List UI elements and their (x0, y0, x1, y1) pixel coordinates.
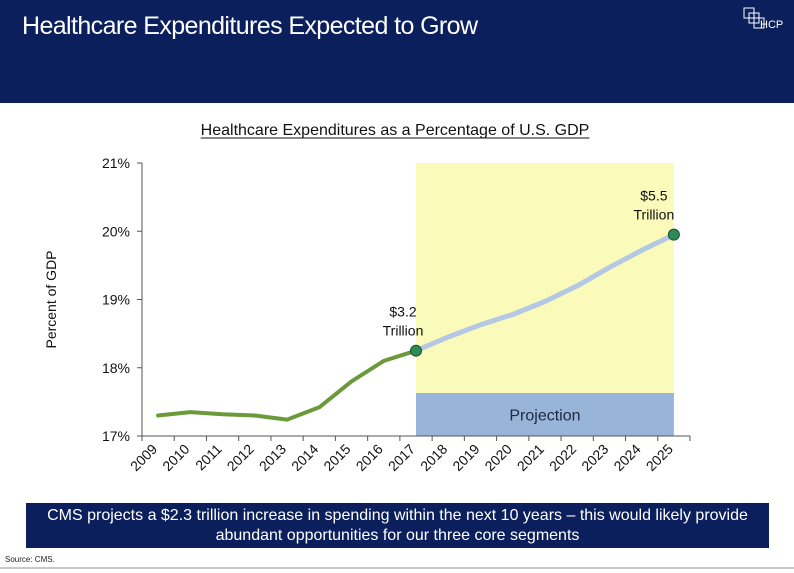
projection-label-box (416, 393, 674, 436)
y-axis-label: Percent of GDP (43, 250, 59, 348)
x-tick-label: 2024 (610, 441, 643, 474)
chart-title: Healthcare Expenditures as a Percentage … (201, 122, 590, 139)
annotation-value: $5.5 (640, 188, 667, 204)
x-tick-label: 2016 (353, 441, 386, 474)
y-tick-label: 17% (102, 428, 130, 444)
logo-text: HCP (760, 19, 784, 31)
chart: Healthcare Expenditures as a Percentage … (43, 122, 691, 474)
y-tick-label: 20% (102, 223, 130, 239)
x-tick-label: 2022 (546, 441, 579, 474)
x-tick-label: 2025 (643, 441, 676, 474)
bottom-divider (0, 567, 794, 569)
x-tick-label: 2009 (127, 441, 160, 474)
header-bar: Healthcare Expenditures Expected to Grow… (0, 0, 794, 103)
annotation-value: $3.2 (389, 304, 416, 320)
x-tick-label: 2011 (192, 441, 225, 474)
y-tick-label: 19% (102, 292, 130, 308)
projected-series-line (413, 232, 677, 354)
x-tick-label: 2019 (449, 441, 482, 474)
x-tick-label: 2023 (578, 441, 611, 474)
projection-label: Projection (509, 408, 580, 425)
x-tick-label: 2018 (417, 441, 450, 474)
annotation-unit: Trillion (383, 323, 424, 339)
x-tick-label: 2020 (481, 441, 514, 474)
x-tick-label: 2014 (288, 441, 321, 474)
page-title: Healthcare Expenditures Expected to Grow (22, 12, 478, 40)
data-point-marker (410, 344, 422, 357)
x-tick-label: 2021 (514, 441, 547, 474)
x-tick-label: 2012 (224, 441, 257, 474)
y-tick-label: 21% (102, 155, 130, 171)
x-tick-label: 2015 (320, 441, 353, 474)
actual-series-line (156, 348, 418, 422)
y-tick-label: 18% (102, 360, 130, 376)
x-tick-label: 2010 (159, 441, 192, 474)
summary-banner: CMS projects a $2.3 trillion increase in… (26, 503, 769, 548)
annotation-unit: Trillion (634, 207, 675, 223)
plot-area: Projection 17% 18% 19% 20% 21% Percent of GDP 2… (43, 155, 691, 474)
x-tick-label: 2017 (385, 441, 418, 474)
source-note: Source: CMS. (5, 555, 55, 564)
summary-banner-text: CMS projects a $2.3 trillion increase in… (47, 506, 748, 544)
hcp-logo-icon (743, 7, 765, 29)
x-tick-label: 2013 (256, 441, 289, 474)
data-point-marker (667, 228, 680, 241)
